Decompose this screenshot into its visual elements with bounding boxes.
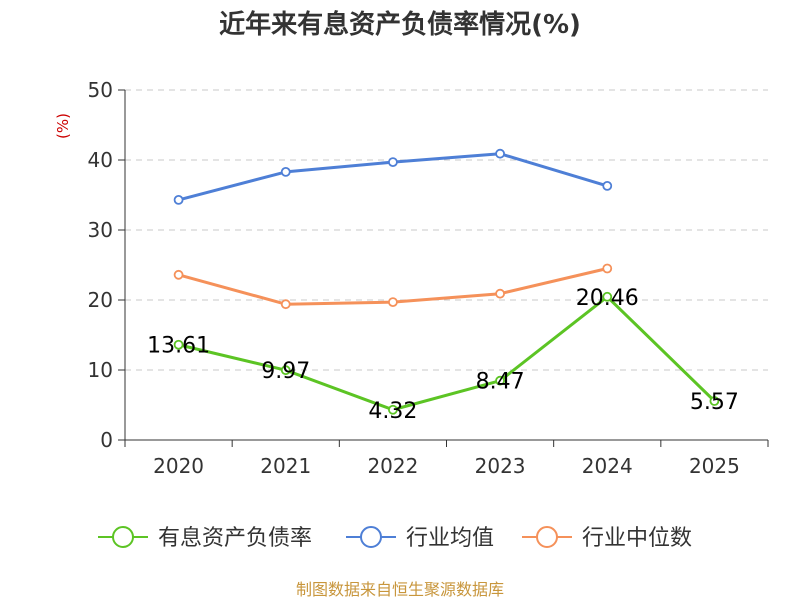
data-point — [602, 180, 613, 191]
data-point — [173, 269, 184, 280]
data-point — [709, 396, 720, 406]
x-tick-label: 2022 — [367, 454, 418, 478]
legend-marker — [360, 526, 382, 548]
data-point — [173, 339, 184, 350]
y-tick-label: 10 — [88, 358, 113, 382]
data-label: 9.97 — [261, 359, 310, 384]
y-tick-label: 0 — [100, 428, 113, 452]
series-group — [173, 148, 720, 415]
y-axis-unit: (%) — [54, 113, 72, 139]
data-point — [602, 263, 613, 274]
data-point — [173, 194, 184, 205]
legend-label: 行业中位数 — [582, 526, 692, 551]
gridlines — [125, 89, 768, 371]
x-axis-ticks: 2020 2021 2022 2023 2024 2025 — [124, 440, 769, 478]
data-label: 4.32 — [368, 399, 417, 424]
axes — [124, 90, 768, 441]
y-tick-label: 50 — [88, 78, 113, 102]
x-tick-label: 2023 — [475, 454, 526, 478]
y-tick-label: 20 — [88, 288, 113, 312]
data-label: 13.61 — [147, 334, 210, 359]
data-point — [280, 299, 291, 310]
data-label: 20.46 — [576, 286, 639, 311]
data-point — [388, 297, 398, 308]
data-point — [495, 148, 505, 159]
data-point — [280, 365, 291, 376]
data-point — [388, 157, 398, 168]
x-tick-label: 2020 — [153, 454, 204, 478]
x-tick-label: 2024 — [582, 454, 633, 478]
data-point — [495, 375, 505, 386]
y-tick-label: 30 — [88, 218, 113, 242]
legend-label: 行业均值 — [406, 526, 494, 551]
data-label: 8.47 — [476, 370, 525, 395]
data-label: 5.57 — [690, 390, 739, 415]
legend-label: 有息资产负债率 — [158, 526, 312, 551]
legend: 有息资产负债率 行业均值 行业中位数 — [98, 526, 692, 551]
x-tick-label: 2021 — [260, 454, 311, 478]
series-line — [178, 295, 716, 412]
legend-marker — [112, 526, 134, 548]
y-axis-ticks: 0 10 20 30 40 50 — [88, 78, 125, 452]
legend-marker — [536, 526, 558, 548]
chart-title: 近年来有息资产负债率情况(%) — [219, 9, 581, 40]
y-tick-label: 40 — [88, 148, 113, 172]
data-point — [388, 404, 398, 415]
source-note: 制图数据来自恒生聚源数据库 — [296, 580, 504, 599]
data-labels: 13.61 9.97 4.32 8.47 20.46 5.57 — [147, 286, 739, 424]
data-point — [280, 166, 291, 177]
data-point — [602, 291, 613, 302]
data-point — [495, 288, 505, 299]
x-tick-label: 2025 — [689, 454, 740, 478]
